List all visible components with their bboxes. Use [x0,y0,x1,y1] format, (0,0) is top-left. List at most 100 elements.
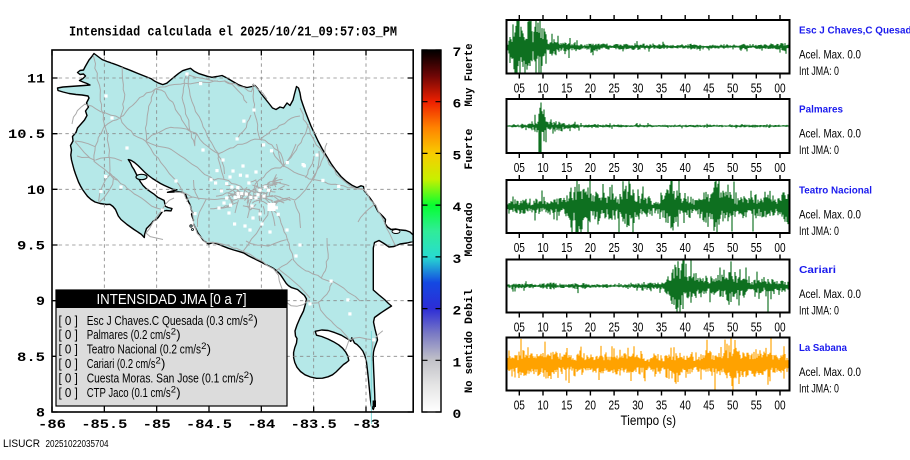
svg-text:2: 2 [248,312,253,323]
svg-text:40: 40 [680,82,691,96]
svg-text:30: 30 [632,321,643,335]
svg-text:Fuerte: Fuerte [464,128,476,169]
svg-text:30: 30 [632,241,643,255]
svg-text:Palmares (0.2 cm/s: Palmares (0.2 cm/s [87,327,171,342]
svg-text:10: 10 [537,161,548,175]
svg-text:10: 10 [537,321,548,335]
svg-text:Esc J Chaves.C Quesada (0.3 cm: Esc J Chaves.C Quesada (0.3 cm/s [87,313,249,328]
svg-text:Muy Fuerte: Muy Fuerte [464,43,476,106]
svg-text:INTENSIDAD JMA [0 a 7]: INTENSIDAD JMA [0 a 7] [97,292,247,308]
svg-text:00: 00 [774,161,785,175]
svg-text:6: 6 [453,97,462,112]
svg-text:Intensidad calculada el 2025/1: Intensidad calculada el 2025/10/21_09:57… [69,26,397,41]
svg-text:20: 20 [585,241,596,255]
svg-text:9: 9 [36,294,45,309]
svg-text:Int JMA: 0: Int JMA: 0 [799,381,839,395]
svg-text:35: 35 [656,399,667,413]
svg-text:15: 15 [561,241,572,255]
svg-text:[ 0 ]: [ 0 ] [59,385,78,400]
svg-text:0: 0 [453,407,462,422]
svg-text:20: 20 [585,321,596,335]
svg-text:Tiempo (s): Tiempo (s) [621,413,677,428]
svg-text:55: 55 [751,399,762,413]
svg-text:Palmares: Palmares [799,104,843,116]
svg-text:00: 00 [774,241,785,255]
svg-text:40: 40 [680,241,691,255]
svg-text:[ 0 ]: [ 0 ] [59,370,78,385]
svg-text:10: 10 [537,82,548,96]
svg-text:10.5: 10.5 [8,127,45,142]
svg-text:1: 1 [453,355,462,370]
svg-text:2: 2 [171,384,176,395]
svg-text:35: 35 [656,161,667,175]
svg-text:): ) [207,342,211,357]
svg-text:11: 11 [27,72,45,87]
svg-text:25: 25 [609,82,620,96]
svg-text:): ) [176,385,180,400]
svg-text:45: 45 [703,241,714,255]
svg-text:Acel. Max. 0.0: Acel. Max. 0.0 [799,287,861,301]
svg-text:40: 40 [680,399,691,413]
svg-text:00: 00 [774,399,785,413]
svg-text:25: 25 [609,321,620,335]
svg-text:[ 0 ]: [ 0 ] [59,327,78,342]
svg-text:LISUCR: LISUCR [3,438,40,450]
svg-text:50: 50 [727,82,738,96]
svg-text:Int JMA: 0: Int JMA: 0 [799,143,839,157]
svg-text:35: 35 [656,321,667,335]
svg-text:45: 45 [703,161,714,175]
svg-text:35: 35 [656,82,667,96]
svg-text:8: 8 [36,406,45,421]
svg-text:55: 55 [751,161,762,175]
svg-text:[ 0 ]: [ 0 ] [59,342,78,357]
svg-text:): ) [254,313,258,328]
svg-text:2: 2 [171,327,176,338]
svg-text:-84.5: -84.5 [186,417,232,432]
svg-text:25: 25 [609,399,620,413]
svg-text:7: 7 [453,45,462,60]
svg-text:15: 15 [561,399,572,413]
svg-text:): ) [176,327,180,342]
svg-text:20: 20 [585,161,596,175]
svg-text:Acel. Max. 0.0: Acel. Max. 0.0 [799,365,861,379]
svg-text:05: 05 [514,82,525,96]
svg-text:-83: -83 [352,417,380,432]
svg-text:Cariari (0.2 cm/s: Cariari (0.2 cm/s [87,356,156,371]
svg-text:30: 30 [632,399,643,413]
svg-text:CTP Jaco (0.1 cm/s: CTP Jaco (0.1 cm/s [87,385,171,400]
svg-text:[ 0 ]: [ 0 ] [59,313,78,328]
svg-text:-84: -84 [247,417,275,432]
svg-text:15: 15 [561,321,572,335]
svg-text:50: 50 [727,399,738,413]
svg-text:15: 15 [561,82,572,96]
svg-text:50: 50 [727,321,738,335]
svg-text:Moderado: Moderado [464,202,476,256]
svg-text:): ) [161,356,165,371]
svg-text:05: 05 [514,241,525,255]
svg-text:2: 2 [201,341,206,352]
svg-text:Acel. Max. 0.0: Acel. Max. 0.0 [799,47,861,61]
svg-text:20: 20 [585,82,596,96]
svg-text:Teatro Nacional: Teatro Nacional [799,185,872,197]
svg-text:55: 55 [751,241,762,255]
svg-text:45: 45 [703,321,714,335]
svg-text:45: 45 [703,82,714,96]
svg-text:Int JMA: 0: Int JMA: 0 [799,224,839,238]
svg-text:[ 0 ]: [ 0 ] [59,356,78,371]
svg-text:-86: -86 [38,417,66,432]
svg-text:20: 20 [585,399,596,413]
svg-text:2: 2 [156,356,161,367]
svg-text:-83.5: -83.5 [291,417,337,432]
svg-text:10: 10 [27,183,45,198]
svg-text:Acel. Max. 0.0: Acel. Max. 0.0 [799,207,861,221]
svg-text:05: 05 [514,399,525,413]
svg-text:2: 2 [244,370,249,381]
svg-text:25: 25 [609,241,620,255]
svg-text:15: 15 [561,161,572,175]
svg-text:Cariari: Cariari [799,264,836,276]
svg-text:20251022035704: 20251022035704 [46,439,109,450]
svg-text:Cuesta Moras. San Jose (0.1 cm: Cuesta Moras. San Jose (0.1 cm/s [87,370,244,385]
svg-text:): ) [249,370,253,385]
svg-text:-85: -85 [143,417,171,432]
svg-text:Acel. Max. 0.0: Acel. Max. 0.0 [799,126,861,140]
